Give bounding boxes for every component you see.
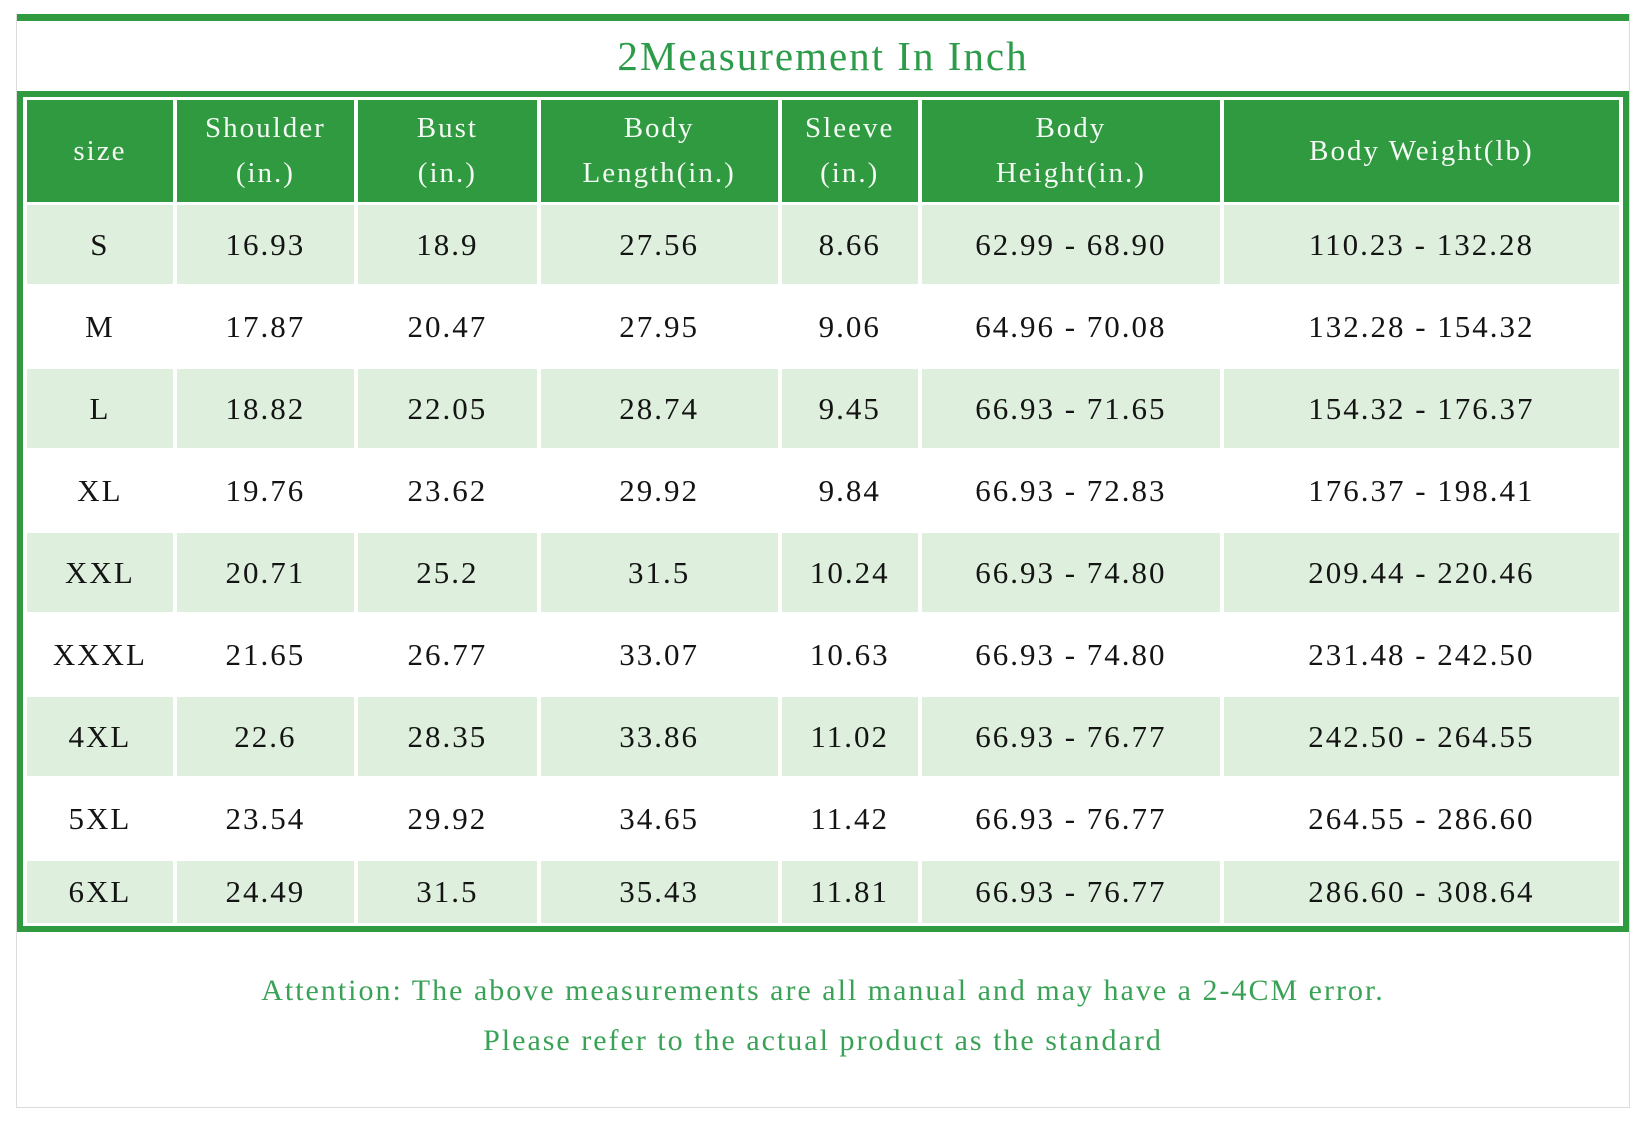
measurement-cell: 154.32 - 176.37: [1223, 369, 1619, 448]
chart-title: 2Measurement In Inch: [617, 33, 1029, 79]
table-row: XXXL 21.65 26.77 33.07 10.63 66.93 - 74.80 231…: [27, 615, 1619, 694]
column-header-size: size: [27, 100, 173, 202]
measurement-cell: 62.99 - 68.90: [921, 205, 1220, 284]
table-row: 6XL 24.49 31.5 35.43 11.81 66.93 - 76.77 286.6…: [27, 861, 1619, 923]
measurement-cell: 64.96 - 70.08: [921, 287, 1220, 366]
measurement-cell: 66.93 - 71.65: [921, 369, 1220, 448]
measurement-cell: 66.93 - 76.77: [921, 861, 1220, 923]
measurement-cell: 10.63: [781, 615, 918, 694]
size-cell: 4XL: [27, 697, 173, 776]
measurement-cell: 23.62: [357, 451, 537, 530]
column-header-1: Shoulder (in.): [176, 100, 354, 202]
size-chart-panel: 2Measurement In Inch size Shoulder (in.) B…: [16, 14, 1630, 1108]
measurement-cell: 27.95: [540, 287, 778, 366]
measurement-cell: 24.49: [176, 861, 354, 923]
measurement-cell: 11.42: [781, 779, 918, 858]
measurement-cell: 209.44 - 220.46: [1223, 533, 1619, 612]
table-row: L 18.82 22.05 28.74 9.45 66.93 - 71.65 154.32 …: [27, 369, 1619, 448]
header-row: size Shoulder (in.) Bust (in.) Body Length(…: [27, 100, 1619, 202]
column-header-4: Sleeve (in.): [781, 100, 918, 202]
measurement-cell: 66.93 - 74.80: [921, 533, 1220, 612]
measurement-cell: 23.54: [176, 779, 354, 858]
table-row: S 16.93 18.9 27.56 8.66 62.99 - 68.90 110.23 -…: [27, 205, 1619, 284]
measurement-cell: 10.24: [781, 533, 918, 612]
measurement-cell: 33.86: [540, 697, 778, 776]
measurement-cell: 34.65: [540, 779, 778, 858]
top-accent-bar: [17, 14, 1629, 21]
measurement-cell: 31.5: [540, 533, 778, 612]
measurement-cell: 31.5: [357, 861, 537, 923]
measurement-cell: 66.93 - 72.83: [921, 451, 1220, 530]
table-header: size Shoulder (in.) Bust (in.) Body Length(…: [27, 100, 1619, 202]
measurement-cell: 110.23 - 132.28: [1223, 205, 1619, 284]
table-body: S 16.93 18.9 27.56 8.66 62.99 - 68.90 110.23 -…: [27, 205, 1619, 923]
measurement-cell: 19.76: [176, 451, 354, 530]
measurement-cell: 21.65: [176, 615, 354, 694]
measurement-cell: 11.81: [781, 861, 918, 923]
size-cell: XXXL: [27, 615, 173, 694]
measurement-cell: 17.87: [176, 287, 354, 366]
measurement-cell: 66.93 - 74.80: [921, 615, 1220, 694]
measurement-cell: 28.74: [540, 369, 778, 448]
size-cell: L: [27, 369, 173, 448]
measurement-cell: 29.92: [357, 779, 537, 858]
table-row: XXL 20.71 25.2 31.5 10.24 66.93 - 74.80 209.44…: [27, 533, 1619, 612]
measurement-cell: 176.37 - 198.41: [1223, 451, 1619, 530]
measurement-cell: 22.05: [357, 369, 537, 448]
column-header-5: Body Height(in.): [921, 100, 1220, 202]
measurement-cell: 8.66: [781, 205, 918, 284]
measurement-cell: 66.93 - 76.77: [921, 779, 1220, 858]
size-cell: XL: [27, 451, 173, 530]
measurement-cell: 20.47: [357, 287, 537, 366]
measurement-cell: 18.82: [176, 369, 354, 448]
table-row: XL 19.76 23.62 29.92 9.84 66.93 - 72.83 176.37…: [27, 451, 1619, 530]
column-header-2: Bust (in.): [357, 100, 537, 202]
measurement-cell: 16.93: [176, 205, 354, 284]
table-row: M 17.87 20.47 27.95 9.06 64.96 - 70.08 132.28 …: [27, 287, 1619, 366]
measurement-cell: 9.84: [781, 451, 918, 530]
table-row: 5XL 23.54 29.92 34.65 11.42 66.93 - 76.77 264.…: [27, 779, 1619, 858]
measurement-cell: 264.55 - 286.60: [1223, 779, 1619, 858]
column-header-6: Body Weight(lb): [1223, 100, 1619, 202]
column-header-3: Body Length(in.): [540, 100, 778, 202]
measurement-cell: 28.35: [357, 697, 537, 776]
size-table: size Shoulder (in.) Bust (in.) Body Length(…: [17, 91, 1629, 932]
measurement-cell: 286.60 - 308.64: [1223, 861, 1619, 923]
attention-line-2: Please refer to the actual product as th…: [483, 1023, 1163, 1057]
size-cell: 6XL: [27, 861, 173, 923]
table-row: 4XL 22.6 28.35 33.86 11.02 66.93 - 76.77 242.5…: [27, 697, 1619, 776]
size-cell: M: [27, 287, 173, 366]
measurement-cell: 132.28 - 154.32: [1223, 287, 1619, 366]
measurement-cell: 20.71: [176, 533, 354, 612]
measurement-cell: 33.07: [540, 615, 778, 694]
measurement-cell: 18.9: [357, 205, 537, 284]
measurement-cell: 231.48 - 242.50: [1223, 615, 1619, 694]
measurement-cell: 66.93 - 76.77: [921, 697, 1220, 776]
measurement-cell: 9.45: [781, 369, 918, 448]
measurement-cell: 26.77: [357, 615, 537, 694]
measurement-cell: 29.92: [540, 451, 778, 530]
size-cell: XXL: [27, 533, 173, 612]
attention-note: Attention: The above measurements are al…: [17, 932, 1629, 1107]
size-cell: 5XL: [27, 779, 173, 858]
measurement-cell: 25.2: [357, 533, 537, 612]
measurement-cell: 35.43: [540, 861, 778, 923]
measurement-cell: 11.02: [781, 697, 918, 776]
measurement-cell: 22.6: [176, 697, 354, 776]
attention-line-1: Attention: The above measurements are al…: [261, 973, 1385, 1007]
measurement-cell: 27.56: [540, 205, 778, 284]
size-cell: S: [27, 205, 173, 284]
measurement-cell: 242.50 - 264.55: [1223, 697, 1619, 776]
measurement-cell: 9.06: [781, 287, 918, 366]
